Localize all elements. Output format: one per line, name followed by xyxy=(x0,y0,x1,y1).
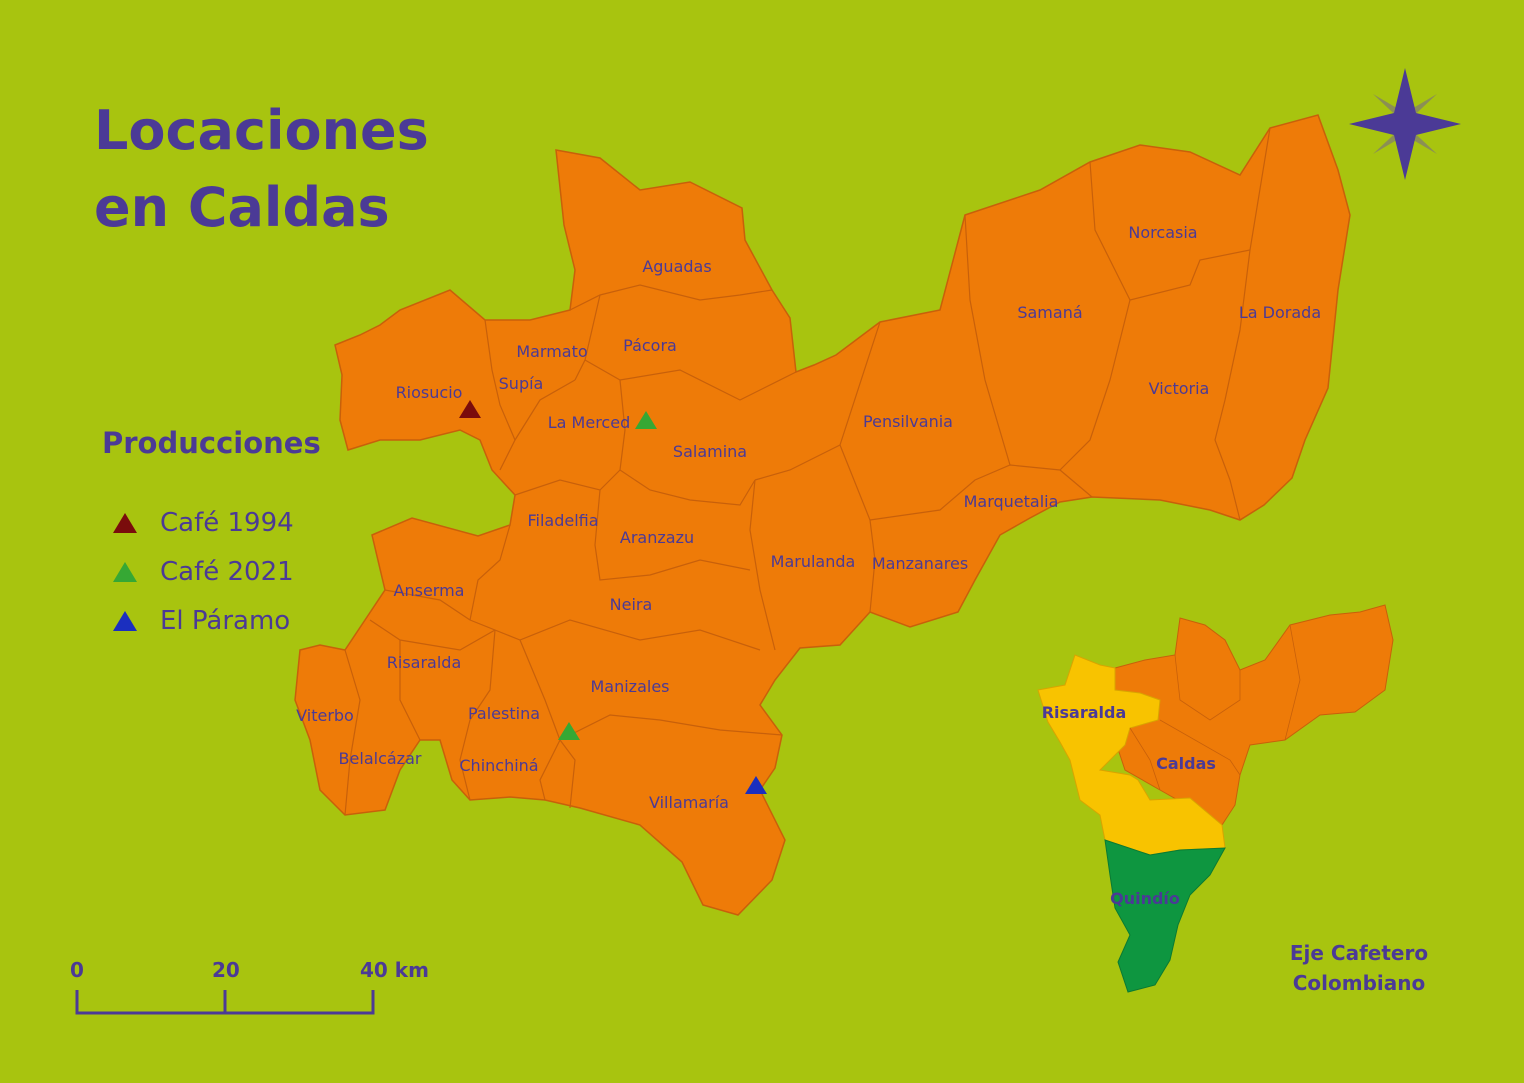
scale-label-0: 0 xyxy=(70,958,84,982)
red-triangle-icon xyxy=(113,513,137,533)
scale-bar xyxy=(75,990,375,1015)
label-anserma: Anserma xyxy=(394,581,465,600)
inset-quindio-shape xyxy=(1104,839,1226,993)
compass-rose-icon xyxy=(1349,68,1461,180)
title-line-1: Locaciones xyxy=(94,99,429,162)
label-villamaria: Villamaría xyxy=(649,793,729,812)
marker-cafe-2021-icon[interactable] xyxy=(558,722,580,740)
label-risaralda: Risaralda xyxy=(387,653,462,672)
inset-label-risaralda: Risaralda xyxy=(1042,703,1127,722)
label-belalcazar: Belalcázar xyxy=(339,749,422,768)
green-triangle-icon xyxy=(113,562,137,582)
inset-caption-line-1: Eje Cafetero xyxy=(1289,941,1429,965)
inset-map: Risaralda Caldas Quindío xyxy=(1037,604,1394,993)
municipality-labels: Aguadas Pácora Marmato Supía Riosucio La… xyxy=(296,223,1321,812)
label-aranzazu: Aranzazu xyxy=(620,528,694,547)
inset-risaralda-shape xyxy=(1037,654,1226,856)
label-marulanda: Marulanda xyxy=(771,552,856,571)
marker-el-paramo-icon[interactable] xyxy=(745,776,767,794)
scale-label-20: 20 xyxy=(212,958,240,982)
legend-item-cafe-1994: Café 1994 xyxy=(112,506,294,540)
title-line-2: en Caldas xyxy=(94,176,390,239)
legend-label: Café 1994 xyxy=(160,508,294,538)
label-manizales: Manizales xyxy=(590,677,669,696)
legend-label: Café 2021 xyxy=(160,557,294,587)
map-title: Locaciones en Caldas xyxy=(94,92,429,246)
label-la-merced: La Merced xyxy=(548,413,630,432)
label-norcasia: Norcasia xyxy=(1128,223,1197,242)
label-marquetalia: Marquetalia xyxy=(964,492,1059,511)
label-chinchina: Chinchiná xyxy=(459,756,538,775)
label-viterbo: Viterbo xyxy=(296,706,354,725)
label-filadelfia: Filadelfia xyxy=(527,511,598,530)
label-samana: Samaná xyxy=(1017,303,1082,322)
location-markers xyxy=(459,400,767,794)
label-manzanares: Manzanares xyxy=(872,554,968,573)
inset-label-caldas: Caldas xyxy=(1156,754,1216,773)
blue-triangle-icon xyxy=(113,611,137,631)
label-la-dorada: La Dorada xyxy=(1239,303,1321,322)
inset-caldas-shape xyxy=(1109,604,1394,826)
label-victoria: Victoria xyxy=(1149,379,1210,398)
caldas-map: Aguadas Pácora Marmato Supía Riosucio La… xyxy=(294,114,1351,916)
legend-item-cafe-2021: Café 2021 xyxy=(112,555,294,589)
label-marmato: Marmato xyxy=(516,342,587,361)
scale-label-40-km: 40 km xyxy=(360,958,429,982)
label-salamina: Salamina xyxy=(673,442,747,461)
label-aguadas: Aguadas xyxy=(642,257,711,276)
label-pacora: Pácora xyxy=(623,336,677,355)
legend-label: El Páramo xyxy=(160,606,291,636)
municipality-borders xyxy=(344,127,1271,816)
legend-item-el-paramo: El Páramo xyxy=(112,604,290,638)
legend-heading: Producciones xyxy=(102,426,321,460)
inset-label-quindio: Quindío xyxy=(1110,889,1180,908)
marker-cafe-1994-icon[interactable] xyxy=(459,400,481,418)
label-riosucio: Riosucio xyxy=(396,383,463,402)
inset-caption-line-2: Colombiano xyxy=(1292,971,1426,995)
label-pensilvania: Pensilvania xyxy=(863,412,953,431)
inset-borders xyxy=(1129,624,1301,791)
inset-caption: Eje Cafetero Colombiano xyxy=(1274,938,1444,998)
label-neira: Neira xyxy=(610,595,653,614)
label-palestina: Palestina xyxy=(468,704,540,723)
marker-cafe-2021-icon[interactable] xyxy=(635,411,657,429)
caldas-shape xyxy=(294,114,1351,916)
label-supia: Supía xyxy=(499,374,544,393)
